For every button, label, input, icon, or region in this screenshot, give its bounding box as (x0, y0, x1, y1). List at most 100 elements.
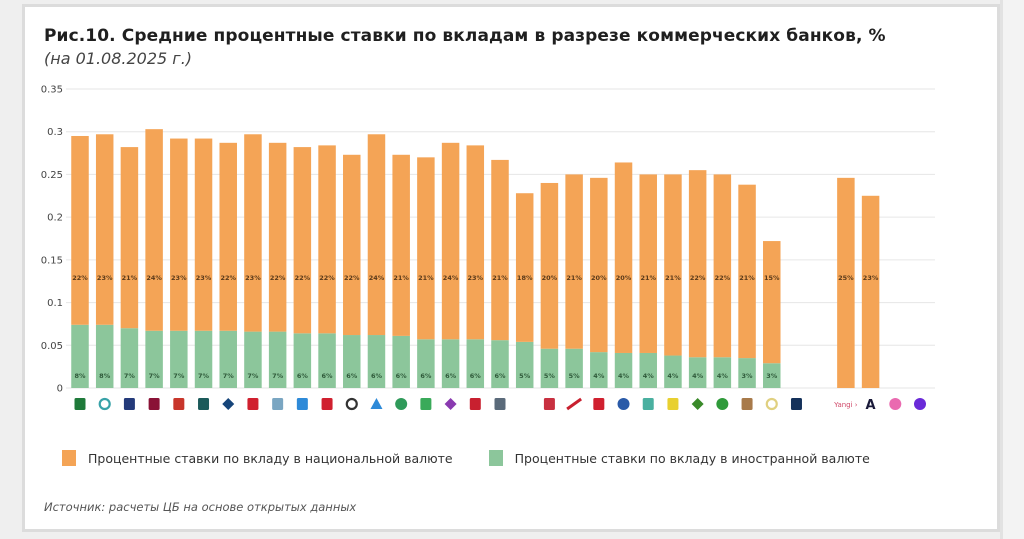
dolphin-logo-icon (272, 398, 284, 410)
y-tick-label: 0.25 (41, 170, 63, 181)
bar-national (466, 145, 485, 340)
green-square-logo-icon (420, 398, 432, 410)
data-label-foreign: 5% (519, 372, 531, 380)
bar-national (688, 170, 707, 358)
green-m-logo-icon (74, 398, 86, 410)
y-tick-label: 0.1 (47, 298, 63, 309)
data-label-national: 24% (369, 274, 385, 282)
bar-national (145, 129, 163, 331)
data-label-foreign: 4% (692, 372, 704, 380)
maroon-square-logo-icon (148, 398, 160, 410)
data-label-national: 24% (443, 274, 459, 282)
rings-logo-icon (98, 397, 111, 411)
bar-national (417, 157, 435, 340)
bar-foreign (194, 330, 213, 388)
pink-logo-icon (889, 398, 902, 410)
data-label-foreign: 6% (322, 372, 334, 380)
data-label-national: 22% (344, 274, 360, 282)
data-label-foreign: 3% (766, 372, 778, 380)
bar-foreign (565, 348, 583, 388)
bar-foreign (170, 330, 188, 388)
bar-national (738, 184, 756, 359)
legend-swatch-foreign (488, 450, 503, 466)
data-label-national: 21% (492, 274, 508, 282)
bar-national (837, 177, 855, 388)
data-label-national: 21% (418, 274, 434, 282)
bar-foreign (738, 358, 756, 388)
bar-national (664, 174, 682, 356)
data-label-national: 20% (616, 274, 632, 282)
data-label-national: 21% (393, 274, 409, 282)
data-label-foreign: 6% (445, 372, 457, 380)
data-label-national: 22% (72, 274, 88, 282)
chart-subtitle: (на 01.08.2025 г.) (44, 49, 193, 68)
legend-swatch-national (62, 450, 76, 466)
bar-foreign (515, 341, 534, 388)
red-f-logo-icon (247, 398, 259, 410)
data-label-foreign: 3% (742, 372, 754, 380)
bar-foreign (441, 339, 460, 388)
bar-national (71, 135, 89, 325)
red-arrows-logo-icon (321, 398, 333, 410)
red-square-logo-icon (469, 398, 481, 410)
data-label-foreign: 6% (396, 372, 408, 380)
bar-national (392, 154, 410, 336)
bar-national (861, 195, 880, 388)
data-label-national: 23% (171, 274, 187, 282)
bar-foreign (343, 335, 361, 388)
data-label-national: 21% (665, 274, 681, 282)
scrollbar-track[interactable] (1000, 0, 1024, 539)
data-label-national: 24% (146, 274, 162, 282)
data-label-foreign: 4% (667, 372, 679, 380)
bar-national (318, 145, 336, 334)
y-tick-label: 0.15 (41, 255, 63, 266)
bar-foreign (466, 339, 485, 388)
data-label-national: 22% (690, 274, 706, 282)
bar-foreign (71, 324, 89, 388)
bar-foreign (664, 355, 682, 388)
y-symbol-logo-icon (494, 398, 506, 410)
stacked-bar-chart: 0 0.05 0.1 0.15 0.2 0.25 0.3 0.35 22% 8% 23% 8% 21% 7… (41, 85, 935, 413)
data-label-foreign: 7% (247, 372, 259, 380)
data-label-national: 22% (715, 274, 731, 282)
data-label-national: 22% (295, 274, 311, 282)
blue-building-logo-icon (123, 398, 135, 410)
bar-foreign (688, 357, 707, 388)
data-label-foreign: 7% (173, 372, 185, 380)
bar-national (639, 174, 657, 353)
data-label-national: 22% (270, 274, 286, 282)
bar-national (95, 134, 114, 325)
a-logo-icon: A (866, 398, 876, 413)
bar-national (194, 138, 213, 331)
teal-cross-logo-icon (198, 398, 210, 410)
data-label-national: 23% (196, 274, 212, 282)
data-label-national: 23% (245, 274, 261, 282)
red-slash-logo-icon (566, 397, 582, 411)
yellow-stripes-logo-icon (667, 398, 679, 410)
green-c-logo-icon (716, 398, 729, 410)
bar-national (441, 142, 460, 340)
data-label-foreign: 4% (593, 372, 605, 380)
data-label-foreign: 8% (74, 372, 86, 380)
y-tick-label: 0.2 (47, 213, 63, 224)
bar-foreign (293, 333, 312, 388)
brown-building-logo-icon (741, 398, 753, 410)
data-label-foreign: 6% (420, 372, 432, 380)
bar-foreign (244, 331, 262, 388)
legend-label-foreign: Процентные ставки по вкладу в иностранно… (514, 450, 870, 466)
data-label-foreign: 6% (346, 372, 358, 380)
purple-diamond-logo-icon (444, 398, 457, 410)
bar-national (614, 162, 633, 353)
data-label-national: 20% (542, 274, 558, 282)
bar-national (763, 241, 781, 364)
bar-foreign (95, 324, 114, 388)
data-label-foreign: 7% (149, 372, 161, 380)
bar-national (293, 147, 312, 334)
chart-title: Рис.10. Средние процентные ставки по вкл… (44, 26, 886, 46)
data-label-national: 25% (838, 274, 854, 282)
data-label-national: 18% (517, 274, 533, 282)
green-clover-logo-icon (691, 398, 704, 410)
data-label-foreign: 5% (569, 372, 581, 380)
data-label-national: 23% (863, 274, 879, 282)
data-label-national: 22% (220, 274, 236, 282)
